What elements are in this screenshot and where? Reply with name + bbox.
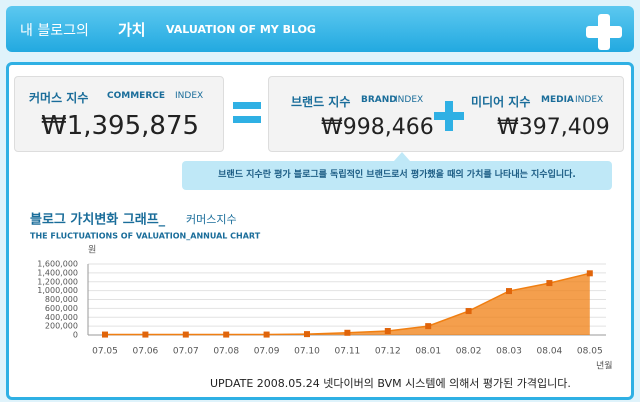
- point: [465, 308, 472, 315]
- point: [263, 331, 270, 338]
- y-tick-label: 1,200,000: [37, 277, 78, 286]
- value: ₩1,395,875: [41, 111, 200, 141]
- y-tick-label: 0: [73, 331, 78, 340]
- x-tick-label: 08.05: [577, 347, 603, 357]
- point: [223, 331, 230, 338]
- area: [105, 273, 590, 335]
- chart-title: 블로그 가치변화 그래프_: [30, 212, 166, 228]
- label: 커머스 지수: [29, 91, 89, 105]
- equals-icon: [233, 102, 261, 109]
- y-tick-label: 1,000,000: [37, 286, 78, 295]
- label-en: INDEX: [575, 95, 604, 105]
- chart-subtitle: THE FLUCTUATIONS OF VALUATION_ANNUAL CHA…: [30, 232, 261, 241]
- y-tick-label: 600,000: [45, 304, 78, 313]
- point: [182, 331, 189, 338]
- index-box: 브랜드 지수 BRAND INDEX ₩998,466 미디어 지수 MEDIA…: [268, 76, 624, 152]
- x-tick-label: 07.05: [92, 347, 118, 357]
- y-tick-label: 400,000: [45, 313, 78, 322]
- x-tick-label: 07.11: [335, 347, 361, 357]
- x-tick-label: 08.04: [537, 347, 563, 357]
- y-tick-label: 800,000: [45, 295, 78, 304]
- value: ₩397,409: [497, 115, 610, 140]
- plus-icon: [586, 26, 622, 38]
- x-tick-label: 08.02: [456, 347, 482, 357]
- tooltip-arrow: [394, 152, 410, 161]
- plus-icon: [434, 112, 464, 120]
- x-tick-label: 07.07: [173, 347, 199, 357]
- point: [102, 331, 108, 338]
- label-en: BRAND: [361, 95, 397, 105]
- label-en: INDEX: [395, 95, 424, 105]
- x-tick-label: 07.08: [213, 347, 239, 357]
- point: [344, 329, 351, 336]
- commerce-box: 커머스 지수 COMMERCE INDEX ₩1,395,875: [14, 76, 224, 152]
- title-bold: 가치: [118, 21, 146, 39]
- point: [384, 328, 391, 335]
- header-bar: 내 블로그의 가치 VALUATION OF MY BLOG: [6, 6, 634, 52]
- label: 브랜드 지수: [291, 95, 351, 109]
- y-tick-label: 1,600,000: [37, 260, 78, 269]
- label-en: MEDIA: [541, 95, 574, 105]
- label-en: INDEX: [175, 91, 204, 101]
- point: [425, 323, 432, 330]
- x-tick-label: 07.10: [294, 347, 320, 357]
- point: [142, 331, 149, 338]
- value: ₩998,466: [321, 115, 434, 140]
- point: [546, 280, 553, 287]
- label: 미디어 지수: [471, 95, 531, 109]
- x-tick-label: 08.01: [415, 347, 441, 357]
- x-tick-label: 07.06: [133, 347, 159, 357]
- chart-title-suffix: 커머스지수: [186, 213, 237, 226]
- y-tick-label: 1,400,000: [37, 268, 78, 277]
- tooltip: 브랜드 지수란 평가 블로그를 독립적인 브랜드로서 평가했을 때의 가치를 나…: [182, 161, 612, 190]
- point: [586, 270, 593, 277]
- title-korean: 내 블로그의: [20, 23, 89, 39]
- x-tick-label: 07.12: [375, 347, 401, 357]
- point: [506, 288, 512, 295]
- x-axis-label: 년월: [596, 360, 613, 372]
- footer: UPDATE 2008.05.24 넷다이버의 BVM 시스템에 의해서 평가된…: [210, 376, 571, 390]
- x-tick-label: 08.03: [496, 347, 522, 357]
- equals-icon: [233, 116, 261, 123]
- x-tick-label: 07.09: [254, 347, 280, 357]
- title-english: VALUATION OF MY BLOG: [166, 23, 316, 36]
- y-axis-label: 원: [88, 245, 96, 256]
- y-tick-label: 200,000: [45, 322, 78, 331]
- point: [304, 331, 310, 338]
- label-en: COMMERCE: [107, 91, 165, 101]
